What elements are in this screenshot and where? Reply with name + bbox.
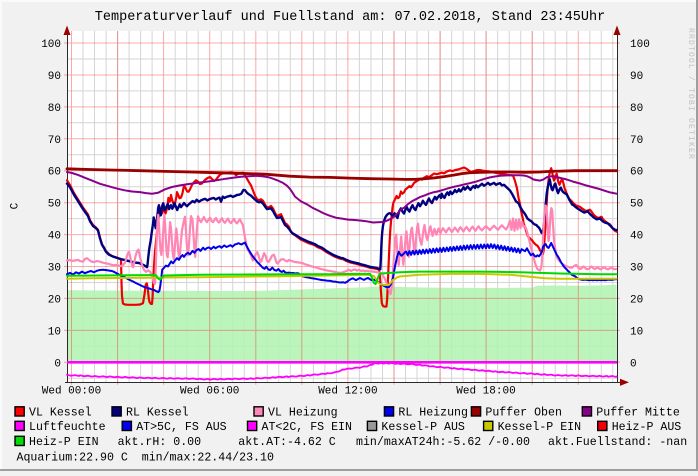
svg-text:70: 70 — [48, 135, 61, 147]
svg-text:akt.Fuellstand: -nan: akt.Fuellstand: -nan — [548, 436, 687, 449]
svg-text:RL Kessel: RL Kessel — [126, 406, 189, 419]
svg-text:RRDTOOL / TOBI OETIKER: RRDTOOL / TOBI OETIKER — [686, 28, 695, 160]
svg-text:akt.rH: 0.00: akt.rH: 0.00 — [118, 436, 202, 449]
svg-text:C: C — [10, 202, 22, 209]
svg-text:40: 40 — [48, 231, 61, 243]
svg-text:Heiz-P AUS: Heiz-P AUS — [612, 421, 682, 434]
svg-text:VL Heizung: VL Heizung — [268, 406, 338, 419]
svg-text:Wed 06:00: Wed 06:00 — [180, 386, 239, 398]
svg-text:Wed 18:00: Wed 18:00 — [456, 386, 515, 398]
svg-text:0: 0 — [54, 358, 61, 370]
svg-text:50: 50 — [630, 199, 643, 211]
svg-text:70: 70 — [630, 135, 643, 147]
svg-text:20: 20 — [48, 294, 61, 306]
svg-text:80: 80 — [630, 103, 643, 115]
svg-text:Kessel-P AUS: Kessel-P AUS — [381, 421, 465, 434]
svg-text:Heiz-P EIN: Heiz-P EIN — [29, 436, 99, 449]
svg-text:30: 30 — [630, 263, 643, 275]
svg-text:20: 20 — [630, 294, 643, 306]
svg-text:10: 10 — [630, 326, 643, 338]
svg-text:RL Heizung: RL Heizung — [398, 406, 468, 419]
svg-text:100: 100 — [630, 39, 650, 51]
svg-text:Kessel-P EIN: Kessel-P EIN — [498, 421, 582, 434]
svg-text:Puffer Mitte: Puffer Mitte — [596, 406, 680, 419]
svg-text:AT<2C, FS EIN: AT<2C, FS EIN — [262, 421, 352, 434]
svg-text:Puffer Oben: Puffer Oben — [485, 406, 562, 419]
svg-text:100: 100 — [41, 39, 61, 51]
svg-text:80: 80 — [48, 103, 61, 115]
svg-text:Wed 12:00: Wed 12:00 — [318, 386, 377, 398]
svg-text:90: 90 — [48, 71, 61, 83]
svg-text:Luftfeuchte: Luftfeuchte — [29, 421, 106, 434]
svg-text:0: 0 — [630, 358, 637, 370]
svg-text:akt.AT:-4.62 C: akt.AT:-4.62 C — [238, 436, 335, 449]
svg-text:VL Kessel: VL Kessel — [29, 406, 92, 419]
svg-text:AT>5C, FS AUS: AT>5C, FS AUS — [136, 421, 226, 434]
svg-text:90: 90 — [630, 71, 643, 83]
svg-text:60: 60 — [630, 167, 643, 179]
svg-text:30: 30 — [48, 263, 61, 275]
svg-text:10: 10 — [48, 326, 61, 338]
svg-text:40: 40 — [630, 231, 643, 243]
svg-text:50: 50 — [48, 199, 61, 211]
svg-text:min/maxAT24h:-5.62 /-0.00: min/maxAT24h:-5.62 /-0.00 — [356, 436, 530, 449]
svg-text:Aquarium:22.90 C min/max:22.4: Aquarium:22.90 C min/max:22.44/23.10 — [17, 451, 274, 464]
svg-text:Temperaturverlauf und Fuellsta: Temperaturverlauf und Fuellstand am: 07.… — [95, 10, 605, 25]
svg-text:60: 60 — [48, 167, 61, 179]
svg-text:Wed 00:00: Wed 00:00 — [42, 386, 101, 398]
